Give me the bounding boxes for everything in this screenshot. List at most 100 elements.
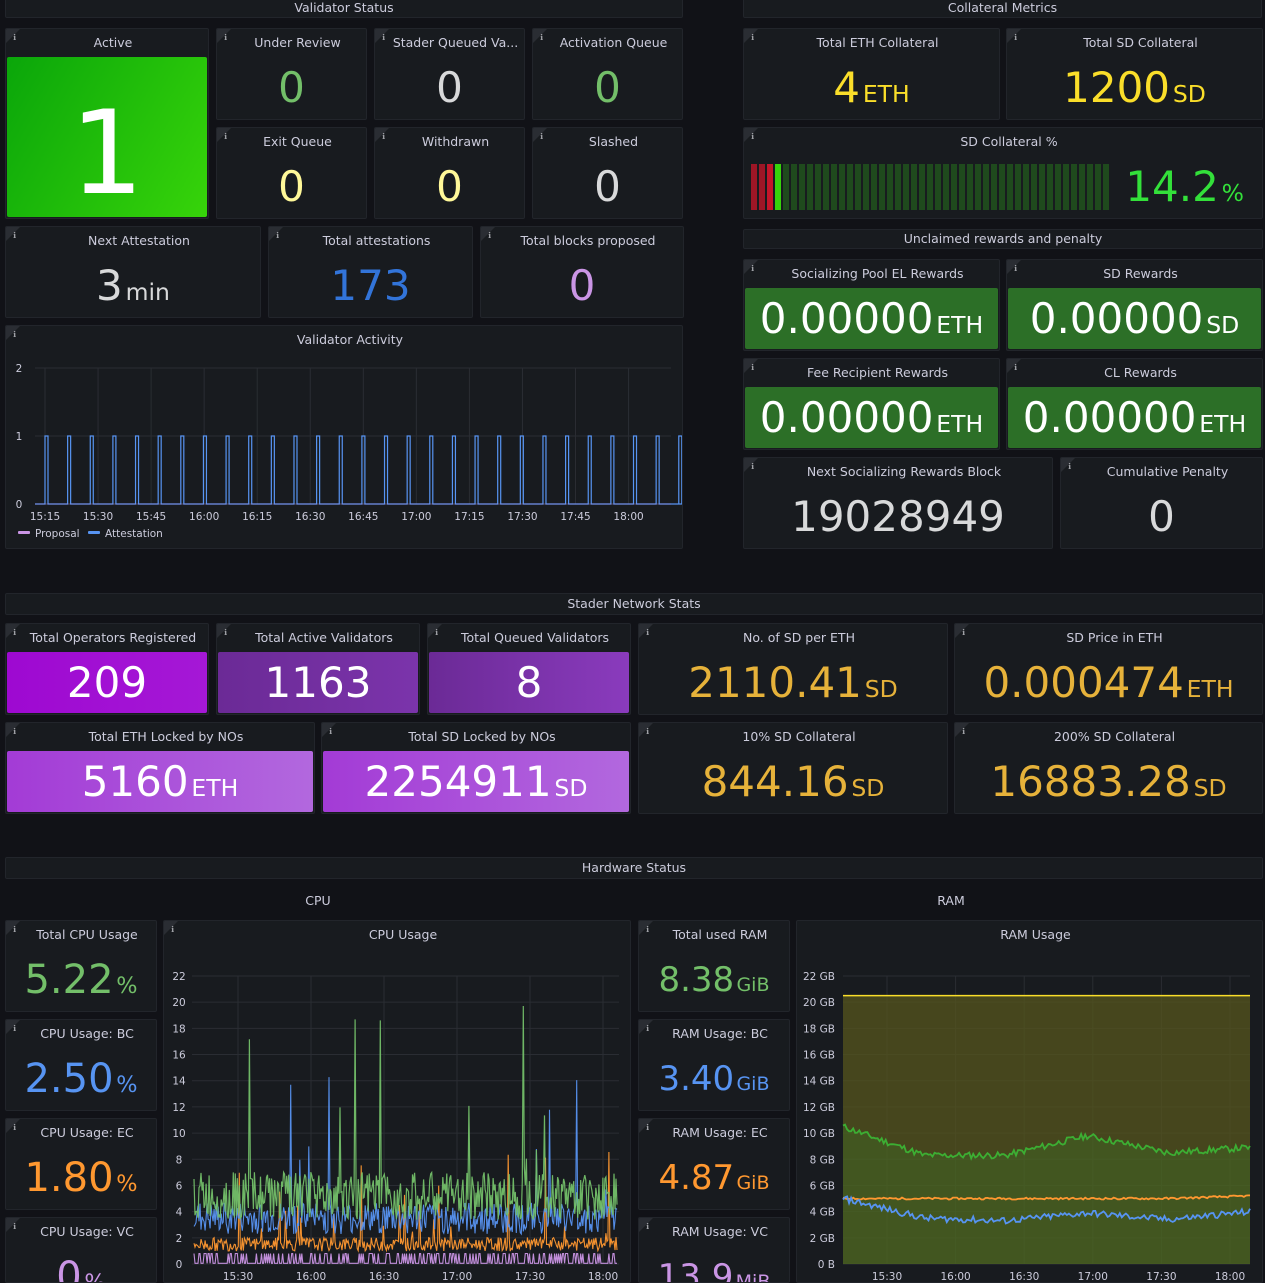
legend-label: Attestation (105, 528, 163, 540)
gauge-cell (831, 164, 837, 210)
ram-bc-value: 3.40 GiB (639, 1054, 789, 1109)
y-tick-label: 20 (172, 997, 185, 1009)
info-icon[interactable]: ℹ (645, 628, 650, 637)
info-icon[interactable]: ℹ (12, 628, 17, 637)
cpu-usage-chart[interactable]: 0 2 4 6 8 10 12 14 16 18 20 22 15:30 16:00 16:30 17:00 1… (164, 921, 630, 1282)
gauge-cell (943, 164, 949, 210)
info-icon[interactable]: ℹ (961, 727, 966, 736)
info-icon[interactable]: ℹ (750, 462, 755, 471)
socializing-el-panel: ℹ Socializing Pool EL Rewards 0.00000 ETH (743, 259, 1000, 351)
info-icon[interactable]: ℹ (539, 132, 544, 141)
eth-locked-value: 5160 ETH (6, 757, 314, 813)
ram-vc-value: 13.9 MiB (639, 1252, 789, 1282)
info-icon[interactable]: ℹ (645, 1222, 650, 1231)
cpu-series-ec-line (193, 1151, 618, 1253)
cpu-bc-panel: ℹ CPU Usage: BC 2.50% (5, 1019, 157, 1111)
info-icon[interactable]: ℹ (1067, 462, 1072, 471)
info-icon[interactable]: ℹ (223, 132, 228, 141)
gauge-cell (783, 164, 789, 210)
value-unit: GiB (736, 1073, 770, 1095)
info-icon[interactable]: ℹ (645, 1123, 650, 1132)
info-icon[interactable]: ℹ (381, 132, 386, 141)
panel-title: Total used RAM (672, 927, 768, 942)
info-icon[interactable]: ℹ (1013, 33, 1018, 42)
info-icon[interactable]: ℹ (328, 727, 333, 736)
cl-rewards-panel: ℹ CL Rewards 0.00000 ETH (1006, 358, 1263, 450)
row-collateral-metrics[interactable]: Collateral Metrics (743, 0, 1262, 18)
operators-value: 209 (66, 658, 148, 707)
info-icon[interactable]: ℹ (170, 925, 175, 934)
active-validators-value: 1163 (264, 658, 372, 707)
panel-title: Next Attestation (88, 233, 190, 248)
panel-title: 200% SD Collateral (1053, 729, 1176, 744)
info-icon[interactable]: ℹ (539, 33, 544, 42)
legend-swatch (88, 531, 100, 534)
gauge-cell (903, 164, 909, 210)
panel-title: CL Rewards (1104, 365, 1177, 380)
info-icon[interactable]: ℹ (12, 33, 17, 42)
info-icon[interactable]: ℹ (12, 231, 17, 240)
y-tick-label: 4 (176, 1207, 183, 1219)
panel-title: RAM Usage: VC (672, 1224, 768, 1239)
info-icon[interactable]: ℹ (961, 628, 966, 637)
gauge-cell (847, 164, 853, 210)
sd-locked-value: 2254911 SD (322, 757, 630, 813)
value-unit: GiB (736, 1172, 770, 1194)
sd-200-panel: ℹ 200% SD Collateral 16883.28 SD (954, 722, 1263, 814)
info-icon[interactable]: ℹ (12, 1123, 17, 1132)
info-icon[interactable]: ℹ (750, 132, 755, 141)
x-tick-label: 18:00 (613, 511, 643, 523)
info-icon[interactable]: ℹ (750, 33, 755, 42)
total-ram-panel: ℹ Total used RAM 8.38 GiB (638, 920, 790, 1012)
info-icon[interactable]: ℹ (487, 231, 492, 240)
info-icon[interactable]: ℹ (750, 264, 755, 273)
cpu-ec-value: 1.80% (6, 1153, 156, 1209)
y-tick-label: 14 GB (803, 1076, 835, 1088)
info-icon[interactable]: ℹ (223, 33, 228, 42)
info-icon[interactable]: ℹ (750, 363, 755, 372)
sd-rewards-value: 0.00000 SD (1007, 294, 1262, 350)
gauge-cell (911, 164, 917, 210)
row-network-stats[interactable]: Stader Network Stats (5, 593, 1263, 615)
panel-title: Total CPU Usage (36, 927, 138, 942)
validator-activity-chart[interactable]: 0 1 2 15:15 15:30 15:45 16:00 16:15 16:30 16:45 17… (6, 326, 682, 548)
row-hardware-status[interactable]: Hardware Status (5, 857, 1263, 879)
info-icon[interactable]: ℹ (645, 727, 650, 736)
info-icon[interactable]: ℹ (12, 727, 17, 736)
row-unclaimed-rewards[interactable]: Unclaimed rewards and penalty (743, 229, 1263, 249)
info-icon[interactable]: ℹ (645, 1024, 650, 1033)
value-unit: ETH (191, 774, 239, 802)
sd-price-value: 0.000474 ETH (955, 658, 1262, 714)
value-number: 4 (833, 63, 860, 112)
info-icon[interactable]: ℹ (12, 1024, 17, 1033)
y-tick-label: 16 (172, 1050, 186, 1062)
gauge-cell (935, 164, 941, 210)
info-icon[interactable]: ℹ (223, 628, 228, 637)
value-number: 1200 (1063, 63, 1171, 112)
ram-usage-chart[interactable]: 0 B 2 GB 4 GB 6 GB 8 GB 10 GB 12 GB 14 GB 16 GB 1… (797, 921, 1262, 1282)
info-icon[interactable]: ℹ (1013, 264, 1018, 273)
info-icon[interactable]: ℹ (12, 330, 17, 339)
gauge-cell (799, 164, 805, 210)
row-validator-status[interactable]: Validator Status (5, 0, 683, 18)
ram-ec-panel: ℹ RAM Usage: EC 4.87 GiB (638, 1118, 790, 1210)
withdrawn-panel: ℹ Withdrawn 0 (374, 127, 525, 219)
panel-title: Total blocks proposed (520, 233, 656, 248)
info-icon[interactable]: ℹ (381, 33, 386, 42)
info-icon[interactable]: ℹ (1013, 363, 1018, 372)
info-icon[interactable]: ℹ (645, 925, 650, 934)
info-icon[interactable]: ℹ (12, 925, 17, 934)
value-number: 1.80 (24, 1155, 114, 1201)
info-icon[interactable]: ℹ (434, 628, 439, 637)
value-unit: SD (851, 774, 885, 802)
gauge-cell (815, 164, 821, 210)
panel-title: CPU Usage: VC (40, 1224, 134, 1239)
x-tick-label: 17:00 (1078, 1271, 1108, 1282)
x-tick-label: 17:45 (560, 511, 590, 523)
value-unit: ETH (1186, 675, 1234, 703)
sd-200-value: 16883.28 SD (955, 757, 1262, 813)
eth-locked-panel: ℹ Total ETH Locked by NOs 5160 ETH (5, 722, 315, 814)
info-icon[interactable]: ℹ (275, 231, 280, 240)
value-number: 16883.28 (990, 757, 1191, 806)
info-icon[interactable]: ℹ (12, 1222, 17, 1231)
